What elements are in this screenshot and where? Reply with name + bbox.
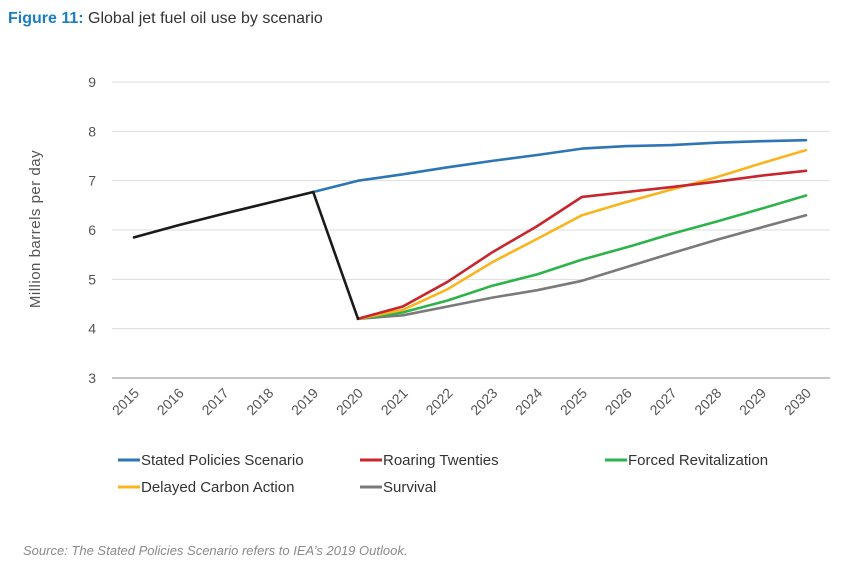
- source-note: Source: The Stated Policies Scenario ref…: [23, 543, 408, 558]
- figure-title: Figure 11: Global jet fuel oil use by sc…: [8, 10, 323, 28]
- x-axis-ticks: 2015 2016 2017 2018 2019 2020 2021 2022 2023 2024…: [109, 385, 814, 418]
- x-tick-label: 2019: [288, 385, 321, 418]
- y-tick-label: 7: [88, 173, 96, 189]
- figure-title-text: Global jet fuel oil use by scenario: [88, 10, 323, 27]
- x-tick-label: 2027: [646, 385, 679, 418]
- y-tick-label: 9: [88, 74, 96, 90]
- x-tick-label: 2015: [109, 385, 142, 418]
- y-axis-ticks: 3 4 5 6 7 8 9: [88, 74, 96, 386]
- gridlines: [112, 81, 830, 379]
- series-line-stated-policies-scenario: [311, 138, 808, 194]
- figure-label: Figure 11:: [8, 10, 84, 27]
- series-line-roaring-twenties: [356, 169, 808, 321]
- series-lines: [132, 138, 808, 321]
- x-tick-label: 2026: [602, 385, 635, 418]
- series-line-survival: [356, 213, 808, 321]
- x-tick-label: 2017: [198, 385, 231, 418]
- legend-label: Survival: [383, 479, 436, 496]
- x-tick-label: 2024: [512, 385, 545, 418]
- y-tick-label: 4: [88, 321, 96, 337]
- legend-label: Forced Revitalization: [628, 452, 768, 469]
- history-line: [132, 190, 360, 321]
- legend-label: Stated Policies Scenario: [141, 452, 304, 469]
- legend-label: Roaring Twenties: [383, 452, 499, 469]
- legend: Stated Policies Scenario Roaring Twenties…: [118, 452, 768, 496]
- x-tick-label: 2016: [154, 385, 187, 418]
- x-tick-label: 2018: [243, 385, 276, 418]
- y-tick-label: 8: [88, 123, 96, 139]
- y-tick-label: 5: [88, 271, 96, 287]
- x-tick-label: 2030: [781, 385, 814, 418]
- x-tick-label: 2025: [557, 385, 590, 418]
- y-tick-label: 6: [88, 222, 96, 238]
- x-tick-label: 2029: [736, 385, 769, 418]
- y-tick-label: 3: [88, 370, 96, 386]
- x-tick-label: 2023: [467, 385, 500, 418]
- legend-label: Delayed Carbon Action: [141, 479, 294, 496]
- series-line-delayed-carbon-action: [356, 148, 808, 321]
- x-tick-label: 2028: [691, 385, 724, 418]
- x-tick-label: 2021: [378, 385, 411, 418]
- x-tick-label: 2022: [422, 385, 455, 418]
- series-line-forced-revitalization: [356, 194, 808, 321]
- x-tick-label: 2020: [333, 385, 366, 418]
- y-axis-label: Million barrels per day: [27, 150, 44, 308]
